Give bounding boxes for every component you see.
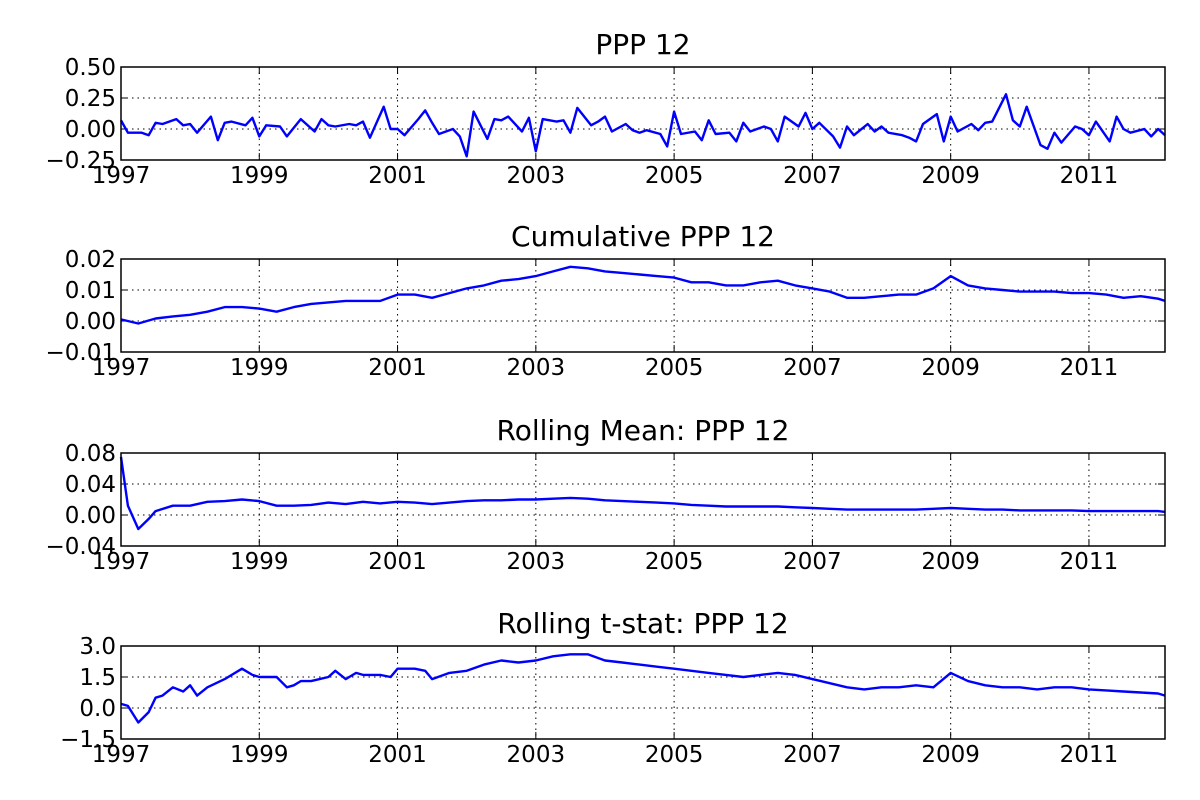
x-tick-label: 2003 (507, 163, 566, 189)
x-tick-label: 2007 (783, 355, 842, 381)
x-tick-label: 2007 (783, 549, 842, 575)
y-tick-label: 0.0 (79, 696, 116, 722)
y-tick-label: 3.0 (79, 634, 116, 660)
x-tick-label: 2011 (1060, 355, 1119, 381)
subplot-title: Rolling t-stat: PPP 12 (497, 607, 788, 640)
y-tick-label: 0.00 (65, 503, 116, 529)
plot-frame (120, 452, 1166, 547)
y-tick-label: −1.5 (60, 727, 116, 753)
x-tick-label: 1999 (230, 742, 289, 768)
x-tick-label: 1997 (92, 355, 151, 381)
x-tick-label: 1999 (230, 549, 289, 575)
subplot-title: Rolling Mean: PPP 12 (497, 414, 790, 447)
x-tick-label: 2003 (507, 355, 566, 381)
y-tick-label: 0.02 (65, 247, 116, 273)
subplot-title: PPP 12 (595, 28, 690, 61)
x-tick-label: 2005 (645, 742, 704, 768)
x-tick-label: 2009 (921, 549, 980, 575)
x-tick-label: 2001 (368, 163, 427, 189)
x-tick-label: 2011 (1060, 549, 1119, 575)
y-tick-label: 0.25 (65, 86, 116, 112)
x-tick-label: 1997 (92, 163, 151, 189)
subplot-2: Cumulative PPP 12 −0.01 0.00 0.01 0.02 1997 19… (46, 220, 1166, 381)
y-tick-label: 0.01 (65, 278, 116, 304)
x-tick-label: 2009 (921, 742, 980, 768)
x-tick-label: 2003 (507, 549, 566, 575)
y-tick-label: −0.04 (46, 534, 116, 560)
x-tick-label: 1997 (92, 549, 151, 575)
plot-frame (120, 258, 1166, 353)
x-tick-label: 2007 (783, 742, 842, 768)
series-line-1 (119, 456, 1166, 531)
x-tick-label: 2005 (645, 355, 704, 381)
x-tick-label: 2001 (368, 355, 427, 381)
x-tick-label: 1999 (230, 355, 289, 381)
y-tick-label: −0.25 (46, 148, 116, 174)
y-tick-label: 0.00 (65, 117, 116, 143)
x-tick-label: 2009 (921, 163, 980, 189)
x-tick-label: 1999 (230, 163, 289, 189)
x-tick-label: 1997 (92, 742, 151, 768)
subplot-4: Rolling t-stat: PPP 12 −1.5 0.0 1.5 3.0 1997 1… (60, 607, 1166, 768)
y-tick-label: 0.08 (65, 441, 116, 467)
x-tick-label: 2005 (645, 549, 704, 575)
x-tick-label: 2011 (1060, 742, 1119, 768)
subplot-1: PPP 12 −0.25 0.00 0.25 0.50 1997 1999 2001 2003 2… (46, 28, 1166, 189)
x-tick-label: 2005 (645, 163, 704, 189)
subplot-3: Rolling Mean: PPP 12 −0.04 0.00 0.04 0.08 199… (46, 414, 1166, 575)
x-tick-label: 2001 (368, 549, 427, 575)
x-tick-label: 2001 (368, 742, 427, 768)
y-tick-label: 1.5 (79, 665, 116, 691)
subplot-title: Cumulative PPP 12 (511, 220, 775, 253)
x-tick-label: 2007 (783, 163, 842, 189)
x-tick-label: 2011 (1060, 163, 1119, 189)
plot-frame (120, 645, 1166, 740)
y-tick-label: 0.50 (65, 55, 116, 81)
series-line-1 (120, 265, 1166, 325)
y-tick-label: −0.01 (46, 340, 116, 366)
plot-frame (120, 66, 1166, 161)
series-line-1 (120, 653, 1166, 724)
y-tick-label: 0.04 (65, 472, 116, 498)
x-tick-label: 2003 (507, 742, 566, 768)
x-tick-label: 2009 (921, 355, 980, 381)
y-tick-label: 0.00 (65, 309, 116, 335)
series-line-1 (119, 93, 1166, 158)
